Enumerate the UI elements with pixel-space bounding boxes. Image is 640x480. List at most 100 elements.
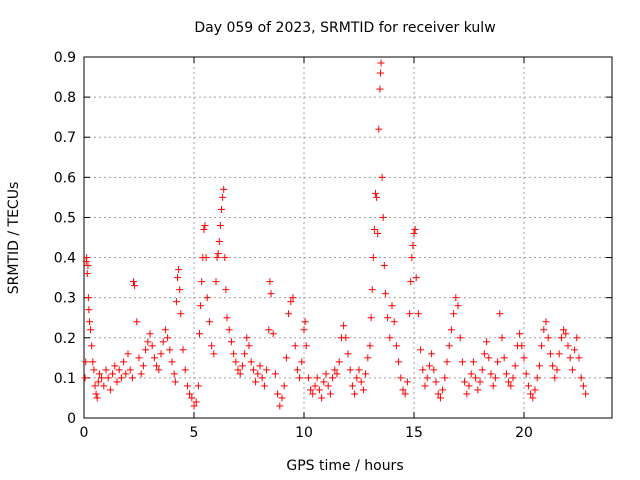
data-point: [367, 314, 375, 322]
data-point: [241, 350, 249, 358]
data-point: [399, 386, 407, 394]
data-point: [170, 370, 178, 378]
data-point: [434, 390, 442, 398]
data-point: [533, 374, 541, 382]
data-point: [340, 322, 348, 330]
x-axis-label: GPS time / hours: [286, 458, 403, 474]
data-point: [131, 282, 139, 290]
grid: [83, 57, 612, 418]
data-point: [379, 213, 387, 221]
data-point: [465, 382, 473, 390]
data-point: [265, 326, 273, 334]
data-point: [137, 370, 145, 378]
data-point: [122, 370, 130, 378]
data-point: [245, 342, 253, 350]
data-point: [373, 193, 381, 201]
data-point: [278, 394, 286, 402]
data-point: [564, 342, 572, 350]
data-point: [192, 398, 200, 406]
data-point: [198, 278, 206, 286]
data-point: [458, 358, 466, 366]
data-point: [84, 294, 92, 302]
data-point: [280, 382, 288, 390]
data-point: [218, 205, 225, 213]
data-point: [386, 334, 394, 342]
data-point: [106, 386, 114, 394]
data-point: [83, 270, 91, 278]
data-point: [509, 374, 517, 382]
data-point: [243, 334, 251, 342]
data-point: [85, 306, 93, 314]
data-point: [575, 354, 583, 362]
data-point: [388, 302, 396, 310]
data-point: [276, 402, 284, 410]
y-tick-label: 0: [67, 411, 76, 427]
data-point: [439, 386, 447, 394]
data-point: [111, 362, 119, 370]
tick-labels: 0 5 10 15 20 0 0.1 0.2 0.3 0.4 0.5 0.6 0.7 0.8 0.9: [54, 50, 533, 441]
data-point: [115, 366, 123, 374]
data-point: [88, 342, 96, 350]
data-point: [247, 358, 255, 366]
data-point: [480, 350, 488, 358]
data-point: [443, 358, 451, 366]
data-point: [222, 286, 230, 294]
ticks: [83, 56, 612, 419]
data-point: [109, 370, 117, 378]
x-tick-label: 10: [295, 425, 313, 441]
data-point: [177, 310, 185, 318]
data-point: [91, 382, 99, 390]
data-point: [201, 221, 209, 229]
data-point: [419, 366, 427, 374]
data-point: [164, 334, 172, 342]
data-point: [84, 262, 92, 270]
data-point: [411, 225, 419, 233]
y-tick-label: 0.9: [54, 50, 76, 66]
data-point: [302, 342, 310, 350]
data-point: [216, 221, 224, 229]
data-point: [505, 378, 513, 386]
data-point: [375, 125, 383, 133]
y-tick-label: 0.7: [54, 130, 76, 146]
data-point: [524, 382, 532, 390]
data-point: [378, 173, 386, 181]
data-point: [186, 390, 194, 398]
data-point: [174, 274, 181, 282]
y-tick-label: 0.3: [54, 291, 76, 307]
data-point: [372, 189, 379, 197]
data-point: [252, 378, 260, 386]
data-point: [300, 326, 308, 334]
data-point: [175, 266, 183, 274]
data-point: [571, 346, 579, 354]
data-point: [172, 298, 180, 306]
data-point: [188, 394, 196, 402]
data-point: [498, 334, 506, 342]
data-point: [223, 314, 231, 322]
data-point: [351, 390, 359, 398]
data-point: [531, 386, 539, 394]
data-point: [236, 370, 244, 378]
data-point: [196, 330, 203, 338]
data-point: [159, 338, 167, 346]
data-point: [83, 254, 91, 262]
data-point: [130, 278, 137, 286]
data-point: [81, 374, 89, 382]
data-point: [566, 354, 574, 362]
x-tick-label: 15: [405, 425, 423, 441]
data-point: [380, 262, 388, 270]
data-point: [234, 366, 242, 374]
data-point: [333, 370, 341, 378]
data-point: [249, 366, 257, 374]
data-point: [315, 386, 323, 394]
y-tick-label: 0.6: [54, 170, 76, 186]
data-point: [120, 358, 128, 366]
data-point: [94, 378, 102, 386]
data-point: [142, 346, 150, 354]
data-point: [432, 378, 440, 386]
data-point: [307, 386, 315, 394]
data-point: [153, 362, 161, 370]
data-point: [124, 350, 132, 358]
data-point: [397, 374, 405, 382]
data-point: [507, 382, 515, 390]
